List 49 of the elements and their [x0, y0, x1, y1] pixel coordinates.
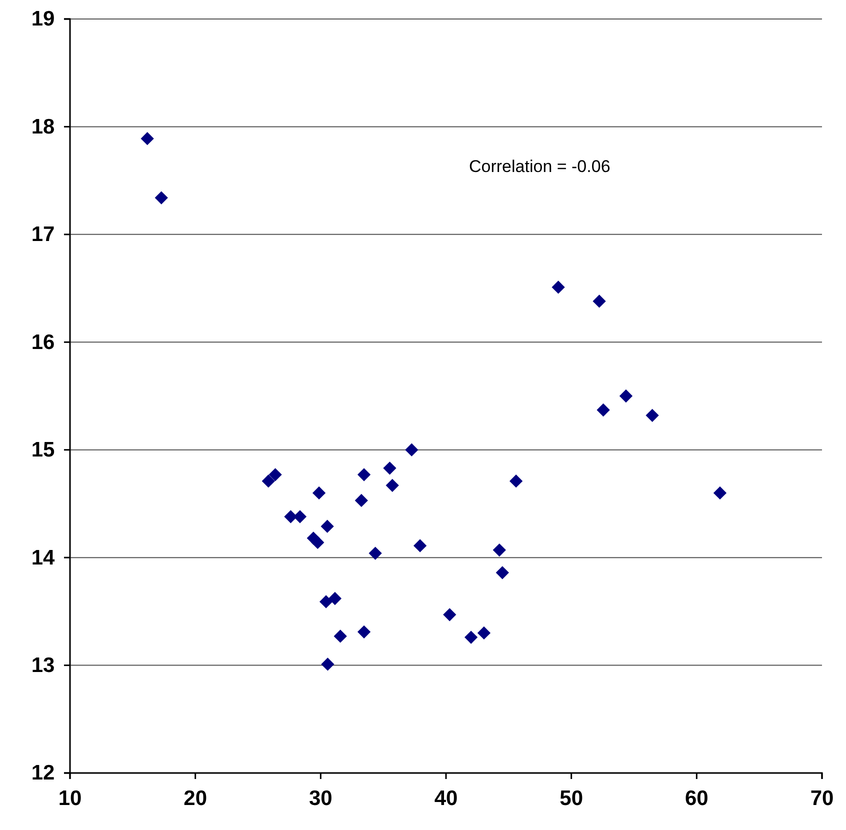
y-tick-label: 12	[31, 762, 55, 785]
point	[262, 474, 275, 488]
point	[154, 191, 168, 204]
point	[509, 474, 523, 488]
x-tick-label: 20	[184, 787, 208, 810]
y-tick-label: 18	[31, 115, 56, 138]
x-tick-label: 30	[308, 787, 332, 810]
y-tick-label: 19	[31, 8, 55, 31]
point	[496, 566, 509, 580]
point	[619, 389, 633, 403]
point	[552, 280, 565, 294]
y-tick-label: 17	[31, 223, 55, 246]
point	[293, 510, 307, 524]
point	[383, 462, 396, 475]
point	[368, 546, 382, 560]
point	[405, 443, 418, 456]
point	[357, 468, 371, 482]
x-tick-label: 50	[560, 787, 584, 810]
point	[596, 403, 610, 417]
point	[354, 494, 368, 508]
y-tick-label: 14	[31, 546, 56, 570]
point	[312, 486, 326, 500]
point	[464, 630, 478, 644]
point	[268, 468, 282, 482]
x-tick-label: 40	[434, 787, 458, 810]
point	[386, 478, 399, 492]
point	[319, 595, 333, 608]
point	[477, 626, 491, 640]
point	[443, 608, 456, 622]
x-tick-label: 10	[58, 787, 82, 810]
point	[646, 408, 659, 422]
point	[311, 536, 324, 550]
point	[413, 539, 427, 552]
point	[357, 625, 371, 638]
point	[713, 486, 727, 500]
point	[328, 592, 342, 606]
x-tick-label: 70	[810, 787, 834, 810]
point	[492, 543, 506, 557]
y-tick-label: 16	[31, 330, 55, 354]
annotation: Correlation = -0.06	[469, 157, 610, 176]
y-tick-label: 13	[31, 654, 55, 678]
point	[320, 520, 334, 533]
x-tick-label: 60	[684, 787, 708, 810]
point	[592, 294, 606, 308]
y-tick-label: 15	[31, 438, 56, 462]
point	[334, 630, 347, 643]
point	[140, 132, 154, 146]
point	[321, 658, 334, 671]
point	[284, 510, 298, 524]
